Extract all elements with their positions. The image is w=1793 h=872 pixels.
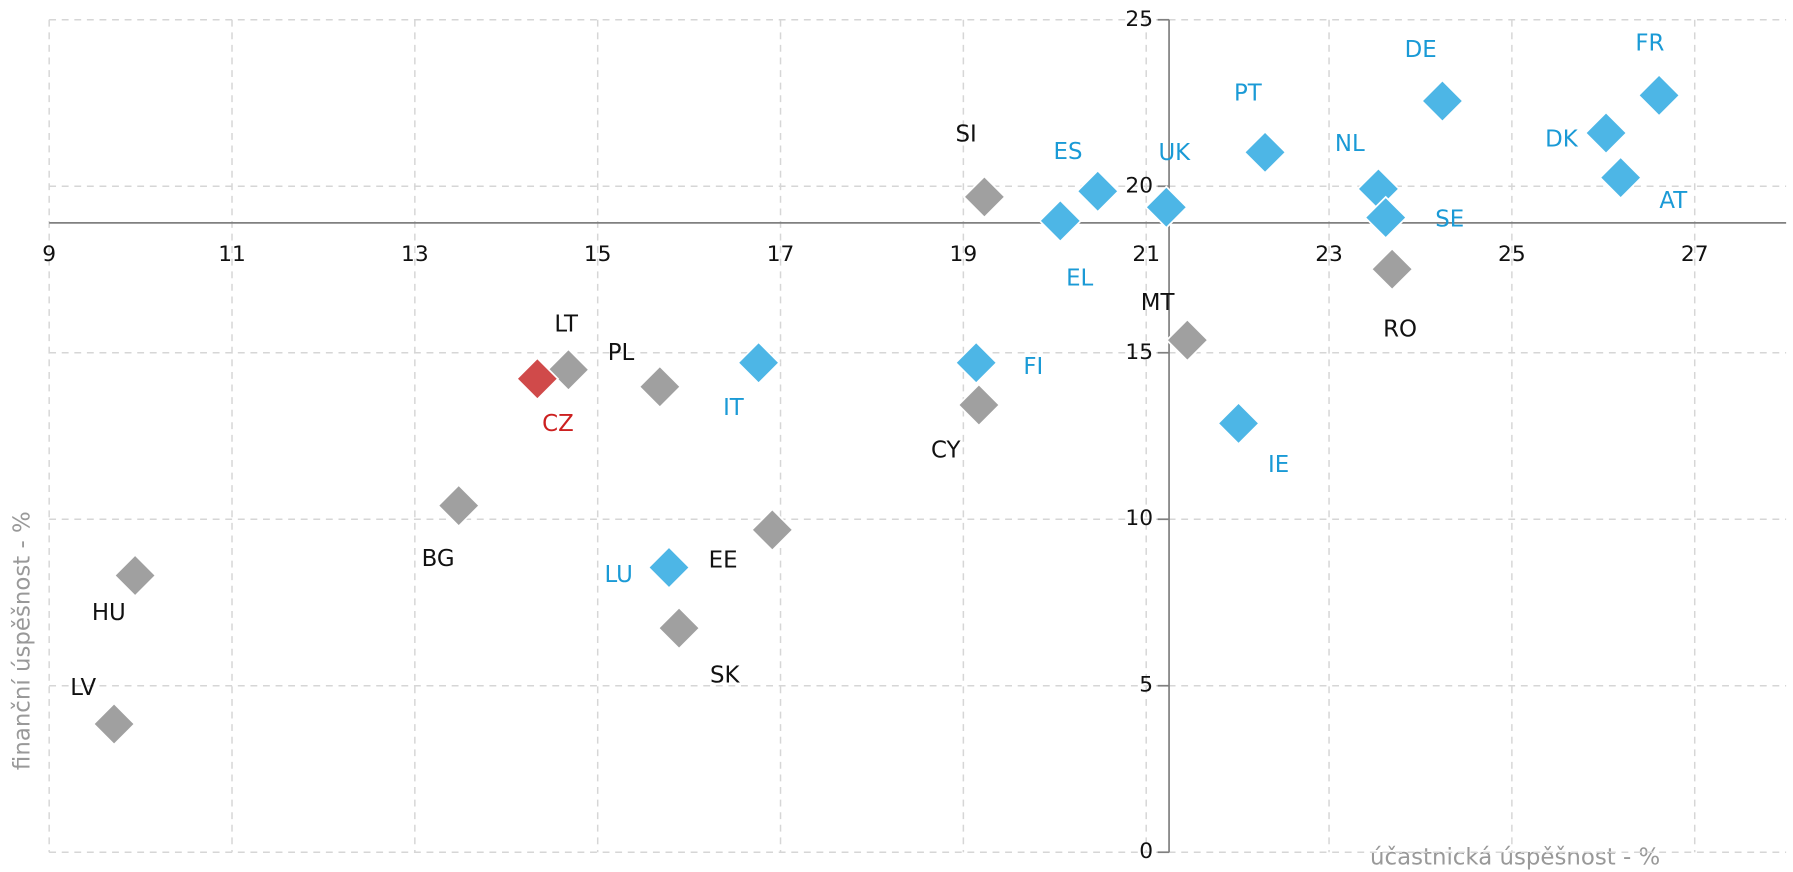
x-tick-label: 21: [1132, 242, 1160, 267]
y-tick-label: 15: [1125, 340, 1153, 365]
x-tick-label: 13: [401, 242, 429, 267]
point-label: EE: [709, 547, 738, 573]
point-label: DK: [1545, 126, 1579, 152]
point-label: CY: [931, 437, 962, 463]
point-label: IT: [723, 395, 745, 421]
point: [1075, 169, 1120, 214]
point-label: SE: [1435, 206, 1464, 232]
point: [657, 606, 701, 650]
point-label: FI: [1023, 354, 1043, 380]
y-tick-label: 10: [1125, 506, 1153, 531]
point: [1038, 199, 1083, 243]
x-tick-label: 15: [584, 242, 612, 267]
point-label: SK: [710, 663, 741, 689]
point-label: HU: [92, 600, 126, 626]
x-tick-label: 27: [1681, 242, 1709, 267]
x-tick-label: 17: [767, 242, 795, 267]
point: [1584, 111, 1628, 155]
point: [638, 364, 682, 409]
point: [546, 347, 591, 392]
point-label: LT: [554, 312, 579, 338]
point: [957, 383, 1001, 427]
point: [113, 553, 157, 598]
point: [954, 340, 998, 385]
x-tick-label: 9: [42, 242, 56, 267]
point: [1216, 401, 1261, 446]
point-label: LV: [70, 675, 96, 701]
point-label: MT: [1141, 290, 1176, 316]
x-tick-label: 25: [1498, 242, 1526, 267]
y-tick-label: 25: [1125, 7, 1153, 32]
point-label: NL: [1335, 131, 1365, 157]
x-tick-label: 23: [1315, 242, 1343, 267]
point: [1144, 185, 1189, 230]
point: [515, 356, 560, 401]
point-label: RO: [1383, 316, 1417, 342]
point: [92, 702, 136, 746]
point: [962, 175, 1007, 219]
point: [1370, 247, 1414, 291]
point: [1165, 318, 1210, 362]
y-tick-label: 20: [1125, 173, 1153, 198]
x-tick-label: 11: [218, 242, 246, 267]
y-tick-label: 0: [1139, 839, 1153, 864]
point: [736, 340, 781, 385]
point: [1243, 130, 1287, 175]
point-label: IE: [1268, 452, 1289, 478]
point-label: PT: [1234, 80, 1263, 106]
point-label: DE: [1405, 37, 1437, 63]
point: [750, 508, 795, 552]
point: [1363, 195, 1408, 240]
point-label: LU: [605, 562, 633, 588]
y-tick-label: 5: [1139, 673, 1153, 698]
point-label: UK: [1158, 140, 1191, 166]
x-tick-label: 19: [950, 242, 978, 267]
point: [1637, 73, 1681, 118]
x-axis-title: účastnická úspěšnost - %: [1370, 844, 1660, 870]
point: [436, 483, 481, 528]
point: [1598, 155, 1643, 200]
point-label: PL: [608, 340, 635, 366]
y-axis-title: finanční úspěšnost - %: [9, 511, 35, 770]
point: [647, 545, 691, 590]
point-label: EL: [1066, 266, 1093, 292]
point-label: AT: [1659, 188, 1688, 214]
point: [1420, 79, 1465, 123]
point-label: CZ: [542, 411, 574, 437]
point-label: ES: [1054, 139, 1083, 165]
point-label: SI: [955, 122, 976, 148]
point-label: FR: [1635, 30, 1664, 56]
point-label: BG: [422, 546, 455, 572]
